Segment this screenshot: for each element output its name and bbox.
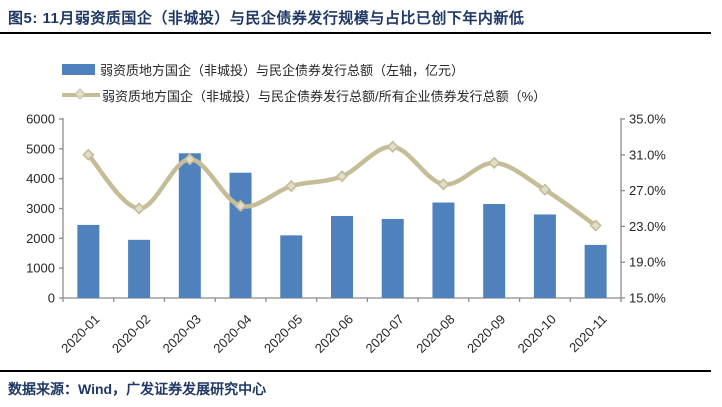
- bar-swatch-icon: [62, 63, 95, 75]
- left-axis-tick-label: 4000: [26, 171, 55, 186]
- line-marker-2020-06: [335, 170, 349, 183]
- legend-label-bar-series: 弱资质地方国企（非城投）与民企债券发行总额（左轴，亿元）: [100, 62, 465, 78]
- x-axis-label-2020-06: 2020-06: [312, 312, 356, 356]
- chart-canvas: 0 1000 2000 3000 4000 5000 6000 15.0% 19.0% 23.0%…: [26, 112, 666, 356]
- line-marker-2020-07: [386, 140, 399, 153]
- line-swatch-icon: [62, 88, 100, 101]
- line-marker-2020-05: [285, 179, 298, 193]
- legend-item-bar-series: 弱资质地方国企（非城投）与民企债券发行总额（左轴，亿元）: [62, 56, 546, 82]
- data-source-note: 数据来源：Wind，广发证券发展研究中心: [8, 381, 267, 397]
- bar-2020-04: [229, 172, 252, 298]
- left-axis-tick-label: 0: [48, 291, 55, 306]
- x-axis-label-2020-07: 2020-07: [362, 312, 406, 356]
- line-marker-2020-01: [82, 148, 95, 161]
- x-axis-label-2020-09: 2020-09: [464, 312, 508, 356]
- x-axis-label-2020-08: 2020-08: [413, 312, 457, 356]
- bar-2020-07: [381, 218, 404, 298]
- bar-2020-10: [533, 214, 556, 298]
- right-axis-tick-label: 23.0%: [629, 219, 666, 234]
- left-axis-tick-label: 1000: [26, 261, 55, 276]
- bar-2020-05: [280, 235, 303, 298]
- right-axis-tick-label: 27.0%: [629, 183, 666, 198]
- bar-2020-06: [331, 215, 353, 298]
- line-marker-2020-10: [538, 183, 552, 196]
- legend-label-line-series: 弱资质地方国企（非城投）与民企债券发行总额/所有企业债券发行总额（%）: [102, 88, 547, 104]
- line-marker-2020-03: [183, 153, 196, 166]
- bar-2020-09: [483, 204, 506, 298]
- chart-legend: 弱资质地方国企（非城投）与民企债券发行总额（左轴，亿元） 弱资质地方国企（非城投…: [62, 56, 546, 108]
- line-marker-2020-08: [437, 178, 450, 191]
- x-axis-label-2020-01: 2020-01: [58, 312, 102, 356]
- x-axis-label-2020-04: 2020-04: [210, 312, 254, 356]
- bar-2020-11: [584, 244, 607, 298]
- line-series-path: [86, 144, 598, 228]
- chart-area: 0 1000 2000 3000 4000 5000 6000 15.0% 19.0% 23.0%…: [0, 104, 722, 370]
- x-axis-label-2020-05: 2020-05: [261, 312, 305, 356]
- bar-2020-03: [178, 153, 201, 298]
- title-divider: [0, 32, 711, 34]
- line-marker-2020-02: [132, 202, 146, 215]
- bar-2020-08: [432, 202, 455, 298]
- source-divider: [0, 370, 711, 372]
- line-marker-2020-04: [234, 199, 247, 212]
- x-axis-label-2020-02: 2020-02: [109, 312, 153, 356]
- right-axis-tick-label: 15.0%: [629, 291, 666, 306]
- left-axis-tick-label: 6000: [26, 112, 55, 127]
- left-axis-tick-label: 5000: [26, 141, 55, 156]
- x-axis-label-2020-03: 2020-03: [160, 312, 204, 356]
- line-marker-2020-09: [488, 156, 501, 169]
- right-axis-tick-label: 31.0%: [629, 147, 666, 162]
- right-axis-tick-label: 19.0%: [629, 255, 666, 270]
- legend-item-line-series: 弱资质地方国企（非城投）与民企债券发行总额/所有企业债券发行总额（%）: [62, 82, 546, 108]
- left-axis-tick-label: 2000: [26, 231, 55, 246]
- bar-2020-01: [77, 224, 100, 298]
- left-axis-tick-label: 3000: [26, 201, 55, 216]
- figure-title: 图5: 11月弱资质国企（非城投）与民企债券发行规模与占比已创下年内新低: [8, 10, 525, 27]
- x-axis-label-2020-10: 2020-10: [515, 312, 559, 356]
- x-axis-label-2020-11: 2020-11: [566, 312, 610, 356]
- right-axis-tick-label: 35.0%: [629, 112, 666, 127]
- line-marker-2020-11: [589, 219, 602, 232]
- bar-2020-02: [128, 239, 151, 298]
